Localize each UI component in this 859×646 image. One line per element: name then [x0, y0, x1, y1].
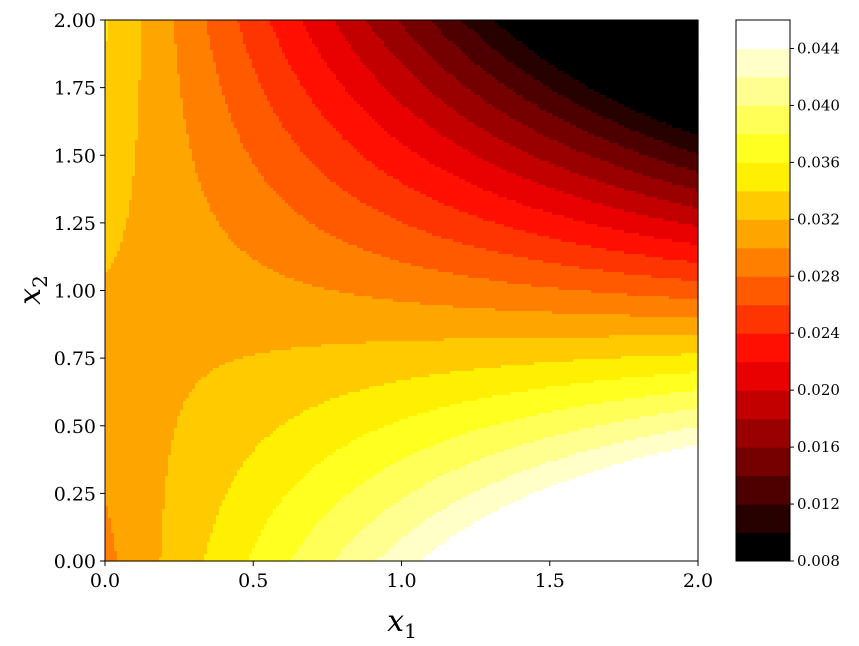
contour-plot-area: [105, 20, 699, 562]
